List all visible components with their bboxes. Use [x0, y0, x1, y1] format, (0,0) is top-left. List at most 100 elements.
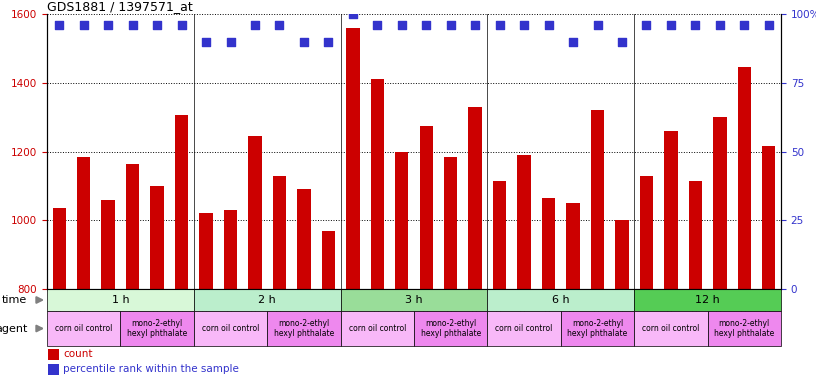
Bar — [689, 181, 702, 289]
Point — [53, 22, 66, 28]
Bar — [340, 289, 365, 292]
Bar — [194, 311, 267, 346]
Bar — [175, 116, 188, 289]
Point — [664, 22, 677, 28]
Bar — [340, 311, 414, 346]
Bar — [640, 175, 653, 289]
Point — [102, 22, 115, 28]
Text: corn oil control: corn oil control — [642, 324, 699, 333]
Text: mono-2-ethyl
hexyl phthalate: mono-2-ethyl hexyl phthalate — [567, 319, 628, 338]
Point — [591, 22, 604, 28]
Point — [444, 22, 457, 28]
Bar — [659, 289, 683, 292]
Bar — [218, 289, 242, 292]
Point — [615, 38, 628, 45]
Bar — [762, 146, 775, 289]
Bar — [634, 289, 659, 292]
Bar — [267, 311, 340, 346]
Bar — [517, 155, 531, 289]
Text: corn oil control: corn oil control — [495, 324, 552, 333]
Text: mono-2-ethyl
hexyl phthalate: mono-2-ethyl hexyl phthalate — [714, 319, 774, 338]
Bar — [487, 289, 512, 292]
Point — [322, 38, 335, 45]
Bar — [493, 181, 507, 289]
Bar — [419, 126, 433, 289]
Text: 6 h: 6 h — [552, 295, 570, 305]
Bar — [47, 289, 194, 311]
Bar — [610, 289, 634, 292]
Bar — [77, 157, 91, 289]
Text: mono-2-ethyl
hexyl phthalate: mono-2-ethyl hexyl phthalate — [274, 319, 334, 338]
Bar — [707, 289, 732, 292]
Point — [224, 38, 237, 45]
Bar — [615, 220, 628, 289]
Bar — [365, 289, 389, 292]
Bar — [48, 349, 60, 359]
Bar — [121, 311, 194, 346]
Point — [566, 38, 579, 45]
Bar — [52, 208, 66, 289]
Point — [346, 11, 359, 17]
Point — [248, 22, 261, 28]
Text: agent: agent — [0, 323, 28, 333]
Bar — [150, 186, 164, 289]
Bar — [242, 289, 267, 292]
Bar — [194, 289, 340, 311]
Bar — [738, 67, 751, 289]
Bar — [756, 289, 781, 292]
Bar — [47, 311, 121, 346]
Text: 12 h: 12 h — [695, 295, 720, 305]
Bar — [340, 289, 487, 311]
Point — [689, 22, 702, 28]
Bar — [664, 131, 677, 289]
Bar — [389, 289, 414, 292]
Point — [762, 22, 775, 28]
Bar — [414, 311, 487, 346]
Bar — [468, 107, 482, 289]
Text: 2 h: 2 h — [259, 295, 276, 305]
Bar — [72, 289, 96, 292]
Bar — [561, 311, 634, 346]
Bar — [199, 214, 213, 289]
Text: corn oil control: corn oil control — [55, 324, 113, 333]
Bar — [395, 152, 409, 289]
Text: corn oil control: corn oil control — [202, 324, 259, 333]
Point — [199, 38, 212, 45]
Point — [713, 22, 726, 28]
Point — [297, 38, 310, 45]
Bar — [273, 175, 286, 289]
Text: mono-2-ethyl
hexyl phthalate: mono-2-ethyl hexyl phthalate — [420, 319, 481, 338]
Point — [419, 22, 432, 28]
Bar — [542, 198, 556, 289]
Text: GDS1881 / 1397571_at: GDS1881 / 1397571_at — [47, 0, 193, 13]
Bar — [487, 289, 634, 311]
Point — [493, 22, 506, 28]
Bar — [732, 289, 756, 292]
Bar — [96, 289, 121, 292]
Text: 1 h: 1 h — [112, 295, 129, 305]
Point — [395, 22, 408, 28]
Bar — [683, 289, 707, 292]
Bar — [512, 289, 536, 292]
Bar — [47, 289, 72, 292]
Bar — [707, 311, 781, 346]
Bar — [591, 110, 604, 289]
Bar — [536, 289, 561, 292]
Text: time: time — [2, 295, 28, 305]
Point — [640, 22, 653, 28]
Bar — [346, 28, 360, 289]
Point — [126, 22, 140, 28]
Bar — [48, 364, 60, 374]
Point — [468, 22, 481, 28]
Bar — [224, 210, 237, 289]
Bar — [267, 289, 291, 292]
Bar — [414, 289, 438, 292]
Bar — [713, 117, 726, 289]
Bar — [585, 289, 610, 292]
Point — [517, 22, 530, 28]
Point — [151, 22, 164, 28]
Point — [78, 22, 91, 28]
Bar — [194, 289, 218, 292]
Text: count: count — [63, 349, 93, 359]
Bar — [370, 79, 384, 289]
